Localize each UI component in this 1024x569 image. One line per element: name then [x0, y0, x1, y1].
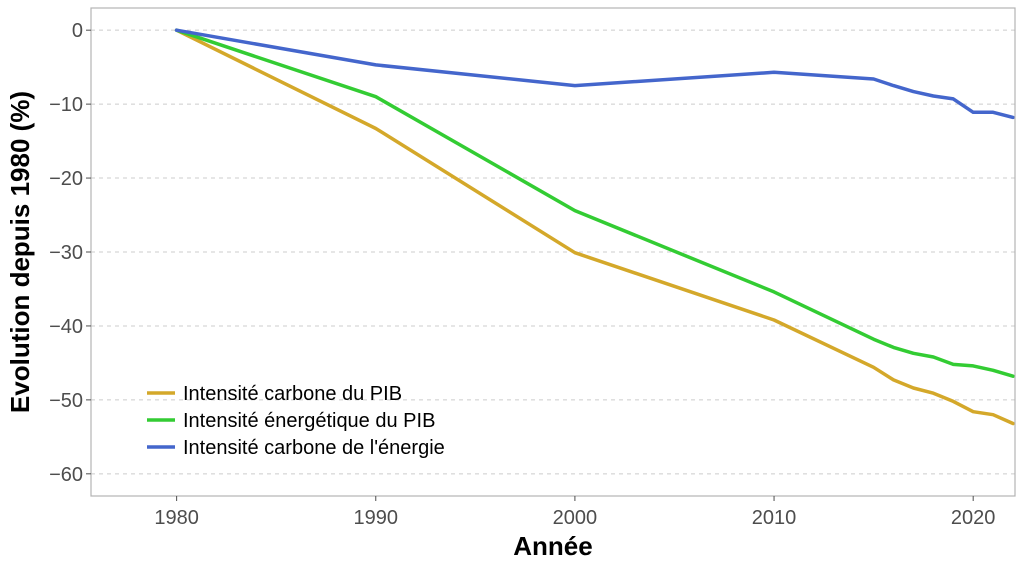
y-tick-label: −60: [49, 464, 83, 486]
y-tick-label: −20: [49, 168, 83, 190]
x-tick-label: 1990: [354, 507, 399, 529]
y-axis-ticks: 0 −10 −20 −30 −40 −50 −60: [49, 20, 91, 486]
x-tick-label: 1980: [154, 507, 199, 529]
x-tick-label: 2000: [553, 507, 598, 529]
x-tick-label: 2010: [752, 507, 797, 529]
grid-lines: [91, 29, 1015, 475]
series-line-2: [174, 28, 1015, 120]
series-lines: [174, 28, 1015, 426]
y-tick-label: −30: [49, 242, 83, 264]
x-axis-title: Année: [513, 531, 592, 561]
y-axis-title: Evolution depuis 1980 (%): [5, 91, 35, 413]
y-tick-label: −10: [49, 94, 83, 116]
y-tick-label: −50: [49, 390, 83, 412]
legend-label: Intensité énergétique du PIB: [183, 410, 435, 432]
series-line-1: [174, 28, 1015, 378]
legend-label: Intensité carbone du PIB: [183, 383, 402, 405]
y-tick-label: 0: [72, 20, 83, 42]
legend-label: Intensité carbone de l'énergie: [183, 437, 445, 459]
legend: Intensité carbone du PIB Intensité énergé…: [147, 383, 445, 459]
series-line-0: [174, 28, 1015, 426]
y-tick-label: −40: [49, 316, 83, 338]
x-tick-label: 2020: [951, 507, 996, 529]
x-axis-ticks: 1980 1990 2000 2010 2020: [154, 496, 995, 529]
